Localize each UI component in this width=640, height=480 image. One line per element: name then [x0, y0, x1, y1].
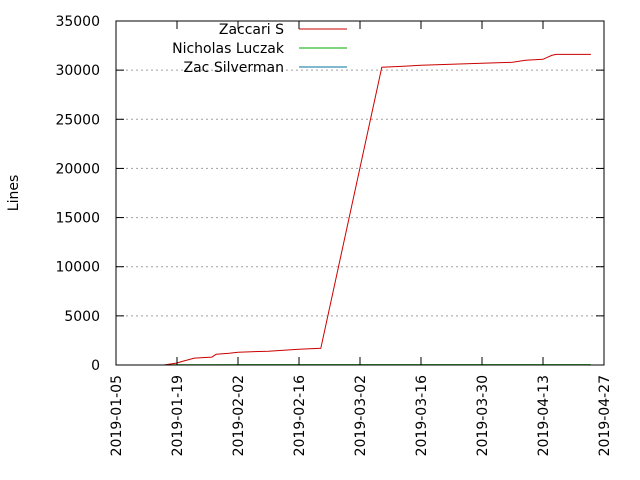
y-tick-label: 15000: [55, 211, 100, 227]
y-tick-label: 20000: [55, 161, 100, 177]
y-tick-label: 0: [91, 358, 100, 374]
x-tick-label: 2019-01-19: [170, 375, 186, 456]
x-tick-label: 2019-03-02: [353, 375, 369, 456]
y-tick-label: 25000: [55, 112, 100, 128]
x-tick-label: 2019-02-16: [292, 375, 308, 456]
series-lines: [163, 53, 591, 366]
x-tick-label: 2019-04-27: [597, 375, 613, 456]
series-line: [163, 53, 591, 366]
y-tick-label: 5000: [64, 309, 100, 325]
y-tick-label: 10000: [55, 260, 100, 276]
y-axis-label: Lines: [6, 175, 22, 211]
legend-label: Zac Silverman: [184, 60, 284, 76]
x-tick-label: 2019-01-05: [109, 375, 125, 456]
legend-label: Zaccari S: [219, 22, 284, 38]
x-tick-label: 2019-02-02: [231, 375, 247, 456]
grid-lines: [116, 69, 604, 317]
legend-label: Nicholas Luczak: [172, 41, 285, 57]
x-tick-label: 2019-03-30: [475, 375, 491, 456]
y-axis: 0 5000 10000 15000 20000 25000 30000 35000: [55, 14, 604, 374]
legend: Zaccari S Nicholas Luczak Zac Silverman: [172, 22, 347, 76]
x-tick-label: 2019-04-13: [536, 375, 552, 456]
x-axis: 2019-01-05 2019-01-19 2019-02-02 2019-02-16…: [109, 21, 613, 456]
x-tick-label: 2019-03-16: [414, 375, 430, 456]
y-tick-label: 35000: [55, 14, 100, 30]
y-tick-label: 30000: [55, 63, 100, 79]
